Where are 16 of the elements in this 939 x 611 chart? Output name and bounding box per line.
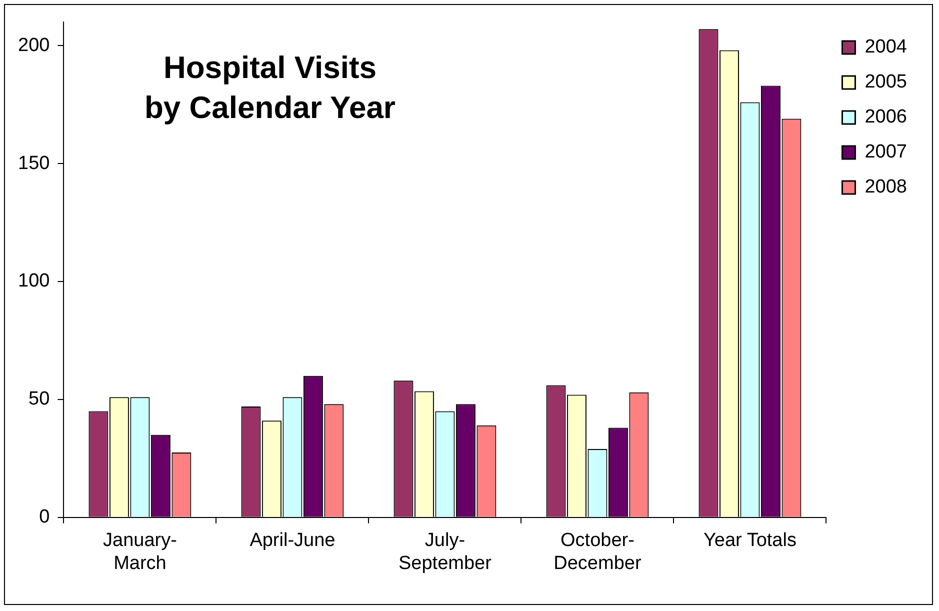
y-tick-label: 50 (28, 388, 50, 410)
legend-label: 2005 (864, 72, 908, 93)
legend-label: 2004 (864, 36, 908, 58)
x-tick-label: Year Totals (703, 530, 796, 552)
x-tick-label: January-March (102, 530, 177, 574)
text: Hospital Visits by Calendar Year (143, 49, 396, 127)
y-tick-label: 150 (18, 152, 50, 174)
legend-label: 2008 (864, 176, 908, 198)
y-tick-label: 0 (39, 506, 50, 528)
x-tick-label: April-June (250, 530, 336, 552)
x-tick-label: July-September (398, 530, 492, 574)
y-tick-label: 200 (18, 34, 50, 56)
legend-label: 2007 (864, 142, 908, 163)
x-tick-label: October-December (554, 530, 642, 574)
legend-label: 2006 (864, 106, 908, 128)
y-tick-label: 100 (18, 270, 50, 292)
